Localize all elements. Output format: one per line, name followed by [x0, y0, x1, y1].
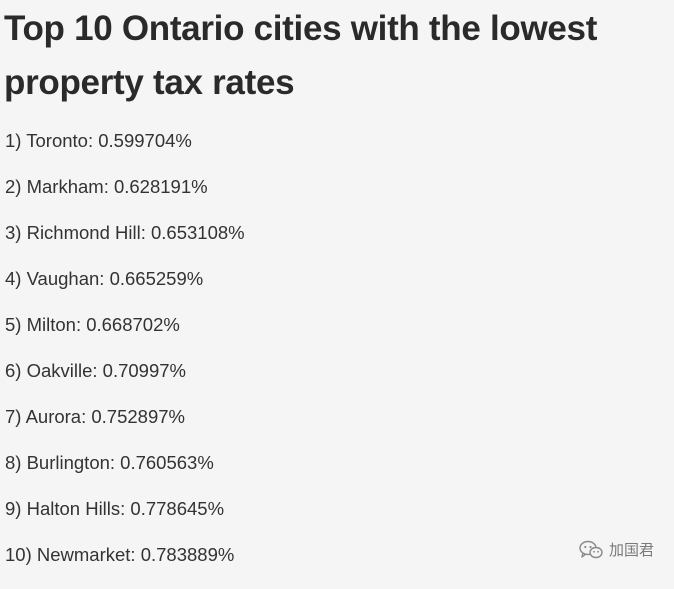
list-item: 8) Burlington: 0.760563% [5, 452, 214, 473]
tax-rate-list: 1) Toronto: 0.599704% 2) Markham: 0.6281… [5, 129, 245, 589]
list-item: 9) Halton Hills: 0.778645% [5, 498, 225, 519]
watermark-label: 加国君 [608, 541, 654, 559]
list-item: 7) Aurora: 0.752897% [5, 406, 185, 427]
wechat-watermark: 加国君 [579, 539, 654, 560]
list-item: 3) Richmond Hill: 0.653108% [5, 222, 245, 243]
page-title: Top 10 Ontario cities with the lowest pr… [4, 9, 598, 102]
wechat-icon [579, 540, 603, 560]
list-item: 4) Vaughan: 0.665259% [5, 268, 204, 289]
list-item: 10) Newmarket: 0.783889% [5, 544, 235, 565]
list-item: 6) Oakville: 0.70997% [5, 360, 186, 381]
list-item: 2) Markham: 0.628191% [5, 176, 208, 197]
list-item: 5) Milton: 0.668702% [5, 314, 180, 335]
list-item: 1) Toronto: 0.599704% [5, 130, 192, 151]
